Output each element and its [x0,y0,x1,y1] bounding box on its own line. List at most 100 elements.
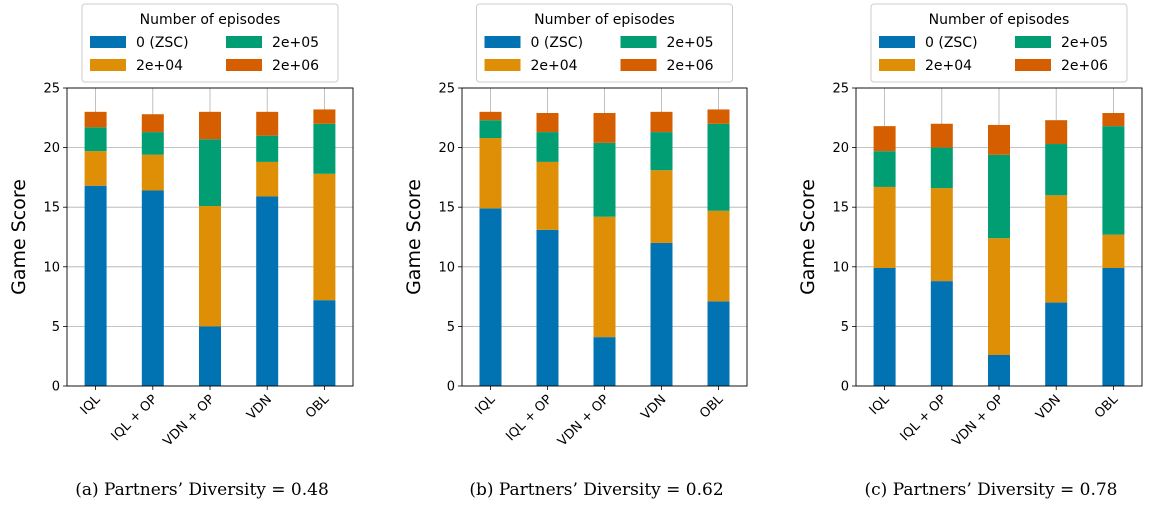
bar-obl-series-1 [313,173,336,301]
bar-obl-series-3 [1102,113,1125,127]
bar-iql-op-series-0 [141,190,164,386]
bar-iql-series-0 [479,208,502,386]
bar-vdn-series-0 [650,242,673,386]
y-axis-label: Game Score [403,179,425,295]
bar-obl-series-2 [707,123,730,211]
legend-swatch-3 [226,59,262,71]
legend-label-2: 2e+05 [667,35,714,51]
bar-iql-series-3 [479,111,502,121]
y-tick-label: 25 [832,82,849,97]
legend-label-0: 0 (ZSC) [925,35,978,51]
bar-iql-op-series-0 [536,229,559,386]
chart-panel-1: 0 5 10 15 20 25 IQL IQL + OP VDN + OP VDN OBL Game … [8,3,354,500]
legend-label-1: 2e+04 [531,58,578,74]
bar-vdn-op-series-2 [988,154,1010,239]
y-tick-label: 15 [43,201,60,216]
y-tick-label: 0 [841,380,849,395]
bar-vdn-op-series-3 [593,113,616,143]
y-tick-label: 5 [52,320,60,335]
legend-swatch-2 [226,36,262,48]
legend-title: Number of episodes [140,12,281,28]
legend-label-2: 2e+05 [272,35,319,51]
y-tick-label: 25 [438,82,455,97]
x-tick-label: OBL [303,392,333,422]
x-tick-label: IQL + OP [898,392,950,444]
y-tick-label: 10 [43,260,60,275]
legend-label-3: 2e+06 [1061,58,1108,74]
x-tick-label: OBL [1092,392,1122,422]
bar-vdn-op-series-3 [988,124,1010,155]
legend-label-0: 0 (ZSC) [531,35,584,51]
bar-obl-series-3 [313,109,336,124]
legend-swatch-1 [879,59,915,71]
legend-label-1: 2e+04 [925,58,972,74]
bar-obl-series-3 [707,109,730,124]
legend-swatch-1 [90,59,126,71]
bar-vdn-series-3 [256,111,279,136]
legend-swatch-0 [879,36,915,48]
bar-iql-op-series-1 [141,154,164,191]
y-tick-label: 15 [832,201,849,216]
bar-obl-series-1 [707,210,730,302]
y-tick-label: 20 [438,141,455,156]
bar-iql-series-0 [873,267,896,386]
bar-iql-op-series-3 [930,123,953,148]
x-tick-label: VDN [638,392,669,423]
bar-vdn-op-series-2 [199,139,221,207]
bar-iql-series-2 [84,127,107,152]
panel-caption: (a) Partners’ Diversity = 0.48 [75,480,329,500]
bar-vdn-op-series-0 [199,326,221,386]
bar-obl-series-0 [707,301,730,386]
bar-iql-series-2 [479,120,502,139]
bar-obl-series-2 [1102,126,1125,235]
y-tick-label: 10 [438,260,455,275]
bar-obl-series-0 [1102,267,1125,386]
x-tick-label: VDN + OP [555,392,612,449]
bar-vdn-op-series-1 [593,216,616,338]
bar-vdn-series-2 [256,135,279,162]
y-axis-label: Game Score [797,179,819,295]
bar-iql-series-1 [873,186,896,268]
legend: Number of episodes 0 (ZSC) 2e+04 2e+05 2e+06 [870,3,1128,83]
x-tick-label: IQL + OP [503,392,555,444]
panel-caption: (b) Partners’ Diversity = 0.62 [469,480,723,500]
bar-vdn-series-1 [256,161,279,197]
bar-vdn-series-1 [1045,195,1068,303]
x-tick-label: VDN + OP [161,392,218,449]
x-tick-label: IQL + OP [109,392,161,444]
x-tick-label: OBL [697,392,727,422]
legend-swatch-3 [620,59,657,71]
x-tick-label: IQL [78,392,104,418]
bar-vdn-op-series-3 [199,111,221,140]
bar-iql-series-3 [873,126,896,152]
bar-vdn-op-series-1 [988,238,1010,356]
bar-vdn-op-series-0 [988,355,1010,386]
bar-iql-series-2 [873,151,896,187]
y-axis-label: Game Score [8,179,30,295]
y-tick-label: 0 [52,380,60,395]
legend-label-0: 0 (ZSC) [136,35,189,51]
y-tick-label: 20 [832,141,849,156]
x-tick-label: IQL [867,392,893,418]
bar-vdn-op-series-2 [593,142,616,217]
bar-iql-op-series-2 [141,132,164,155]
bar-vdn-op-series-1 [199,206,221,327]
bar-obl-series-1 [1102,234,1125,268]
legend: Number of episodes 0 (ZSC) 2e+04 2e+05 2e+06 [476,3,733,83]
bar-vdn-series-2 [1045,144,1068,196]
legend-swatch-0 [90,36,126,48]
bar-iql-op-series-2 [930,147,953,189]
legend-box [81,3,339,83]
bar-iql-op-series-0 [930,281,953,386]
bar-iql-op-series-2 [536,132,559,162]
bar-vdn-op-series-0 [593,337,616,386]
y-tick-label: 5 [447,320,455,335]
bar-iql-series-3 [84,111,107,128]
bar-iql-op-series-3 [141,114,164,133]
y-tick-label: 10 [832,260,849,275]
panel-caption: (c) Partners’ Diversity = 0.78 [865,480,1118,500]
bar-vdn-series-0 [256,196,279,386]
legend-title: Number of episodes [534,12,675,28]
y-tick-label: 20 [43,141,60,156]
